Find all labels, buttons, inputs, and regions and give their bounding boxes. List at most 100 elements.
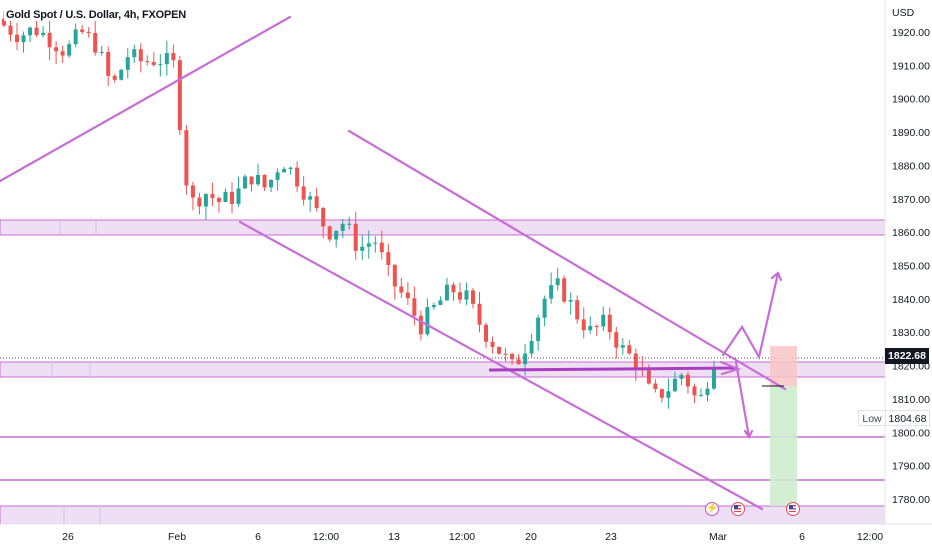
candle-body — [73, 29, 78, 45]
take-profit-area — [770, 386, 797, 506]
candlesticks — [2, 11, 716, 409]
price-tick-label: 1850.00 — [892, 261, 930, 273]
candle-body — [529, 340, 534, 354]
price-tick-label: 1860.00 — [892, 227, 930, 239]
candle-body — [497, 346, 502, 354]
candle-body — [8, 25, 13, 35]
candle-body — [653, 383, 658, 390]
price-tick-label: 1890.00 — [892, 127, 930, 139]
candle-body — [581, 319, 586, 331]
candle-body — [295, 167, 300, 187]
candle-body — [2, 18, 6, 26]
candle-body — [555, 278, 560, 286]
candle-body — [712, 368, 716, 389]
us-flag-event-icon[interactable] — [731, 502, 745, 516]
time-tick-label: 6 — [255, 531, 261, 543]
candle-body — [80, 29, 85, 32]
candle-body — [112, 75, 117, 80]
time-tick-label: 12:00 — [449, 531, 475, 543]
candle-body — [106, 51, 111, 76]
candle-body — [236, 188, 241, 204]
candle-body — [490, 341, 495, 347]
candle-body — [705, 388, 710, 396]
time-axis-bg — [0, 524, 932, 550]
candle-body — [431, 304, 436, 308]
neckline — [488, 366, 739, 372]
flash-event-icon[interactable]: ⚡ — [705, 502, 719, 516]
candle-body — [562, 278, 567, 302]
price-tick-label: 1830.00 — [892, 327, 930, 339]
candle-body — [197, 197, 202, 207]
time-tick-label: 23 — [605, 531, 617, 543]
time-tick-label: Feb — [168, 531, 186, 543]
candle-body — [510, 353, 515, 360]
candle-body — [229, 191, 234, 204]
candle-body — [607, 314, 612, 333]
candle-body — [327, 226, 332, 240]
candle-body — [620, 345, 625, 348]
time-tick-label: Mar — [709, 531, 728, 543]
us-flag-event-icon[interactable] — [786, 502, 800, 516]
candle-body — [633, 353, 638, 369]
candle-body — [373, 242, 378, 244]
candle-body — [41, 32, 46, 36]
price-tick-label: 1880.00 — [892, 160, 930, 172]
time-tick-label: 12:00 — [857, 531, 883, 543]
last-price-tag: 1822.68 — [885, 348, 929, 364]
resistance-zone-1860 — [0, 219, 886, 236]
candle-body — [405, 292, 410, 299]
candle-body — [484, 324, 489, 342]
candle-body — [516, 359, 521, 365]
candle-body — [275, 172, 280, 180]
candle-body — [672, 378, 677, 392]
candle-body — [412, 298, 417, 316]
candle-body — [138, 49, 143, 62]
time-tick-label: 6 — [799, 531, 805, 543]
candle-body — [223, 191, 228, 203]
stop-loss-area — [770, 346, 797, 386]
candle-body — [470, 290, 475, 304]
channel-upper-line — [347, 129, 787, 391]
candle-body — [269, 179, 274, 188]
candle-body — [125, 57, 130, 70]
candle-body — [314, 196, 319, 208]
candle-body — [216, 198, 221, 203]
arrow-head-down — [743, 429, 754, 440]
time-tick-label: 26 — [62, 531, 74, 543]
candle-body — [184, 130, 189, 186]
candle-body — [282, 168, 287, 173]
rising-trendline — [0, 15, 292, 183]
price-tick-label: 1910.00 — [892, 60, 930, 72]
bearish-scenario-path — [734, 360, 751, 439]
price-tick-label: 1810.00 — [892, 394, 930, 406]
candle-body — [666, 391, 671, 398]
candle-body — [15, 34, 20, 43]
time-tick-label: 20 — [525, 531, 537, 543]
price-tick-label: 1840.00 — [892, 294, 930, 306]
candle-body — [243, 176, 248, 189]
low-label: Low — [859, 411, 886, 425]
candle-body — [151, 62, 156, 65]
candle-body — [99, 51, 104, 53]
candle-body — [503, 353, 508, 355]
candle-body — [34, 27, 39, 36]
candle-body — [347, 223, 352, 225]
candle-body — [301, 186, 306, 200]
time-tick-label: 13 — [388, 531, 400, 543]
candle-body — [588, 326, 593, 331]
candle-body — [256, 174, 261, 185]
candle-body — [119, 69, 124, 80]
support-resistance-zones — [0, 219, 886, 525]
candle-body — [477, 303, 482, 325]
candle-body — [308, 196, 313, 200]
trend-drawings — [0, 15, 787, 511]
candle-body — [28, 27, 33, 36]
candle-body — [601, 314, 606, 327]
candle-body — [646, 370, 651, 384]
candle-body — [536, 317, 541, 341]
price-tick-label: 1800.00 — [892, 427, 930, 439]
candle-body — [575, 300, 580, 320]
candle-body — [438, 300, 443, 305]
time-tick-label: 12:00 — [313, 531, 339, 543]
